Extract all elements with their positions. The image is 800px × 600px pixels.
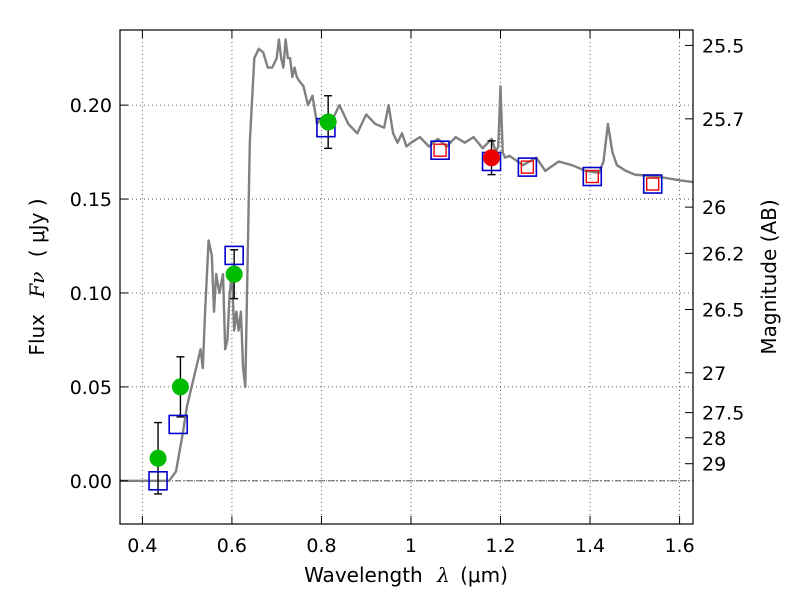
y-axis-label-units: ( μJy ) bbox=[25, 198, 49, 257]
circle-marker bbox=[319, 113, 337, 131]
x-tick-label: 0.4 bbox=[127, 535, 157, 557]
tick-labels: 0.4 0.6 0.8 1 1.2 1.4 1.6 0.00 0.05 0.10 0.15 0.20 2… bbox=[70, 35, 745, 557]
circle-marker bbox=[171, 378, 189, 396]
y2-tick-label: 27 bbox=[702, 363, 726, 385]
y2-tick-label: 26.5 bbox=[702, 299, 744, 321]
y2-tick-label: 29 bbox=[702, 454, 726, 476]
markers bbox=[148, 113, 663, 491]
x-axis-label: Wavelength λ (μm) bbox=[304, 563, 508, 587]
x-tick-label: 1 bbox=[405, 535, 417, 557]
upper-limit-marker bbox=[433, 143, 447, 157]
right-axis-label: Magnitude (AB) bbox=[757, 199, 781, 354]
y-tick-label: 0.00 bbox=[70, 471, 112, 493]
y2-tick-label: 26 bbox=[702, 197, 726, 219]
x-tick-label: 1.2 bbox=[485, 535, 515, 557]
x-tick-label: 1.6 bbox=[664, 535, 694, 557]
y2-tick-label: 25.5 bbox=[702, 35, 744, 57]
x-axis-label-units: (μm) bbox=[460, 563, 508, 587]
upper-limit-marker bbox=[585, 169, 599, 184]
open-square-marker bbox=[430, 140, 450, 161]
y2-tick-label: 26.2 bbox=[702, 243, 744, 265]
x-tick-label: 1.4 bbox=[575, 535, 605, 557]
upper-limit-marker bbox=[646, 177, 660, 191]
y-tick-label: 0.10 bbox=[70, 283, 112, 305]
plot-frame bbox=[119, 29, 694, 525]
upper-limit-marker bbox=[520, 160, 535, 174]
x-tick-label: 0.6 bbox=[217, 535, 247, 557]
y-axis-label-text: Flux bbox=[25, 314, 49, 356]
x-axis-label-text: Wavelength bbox=[304, 563, 423, 587]
open-square-marker bbox=[148, 470, 168, 491]
model-spectrum-line bbox=[120, 38, 694, 482]
open-square-marker bbox=[168, 414, 188, 435]
y-tick-label: 0.15 bbox=[70, 189, 112, 211]
model-spectrum bbox=[120, 38, 694, 482]
x-axis-label-symbol: λ bbox=[436, 563, 450, 587]
y-tick-label: 0.20 bbox=[70, 95, 112, 117]
x-tick-label: 0.8 bbox=[306, 535, 336, 557]
ticks bbox=[120, 30, 693, 524]
y2-tick-label: 27.5 bbox=[702, 403, 744, 425]
y-tick-label: 0.05 bbox=[70, 377, 112, 399]
open-square-marker bbox=[582, 166, 603, 187]
y-axis-label-symbol: Fν bbox=[25, 272, 49, 299]
circle-marker bbox=[225, 265, 243, 283]
y2-tick-label: 25.7 bbox=[702, 109, 744, 131]
open-square-marker bbox=[224, 245, 244, 266]
open-square-marker bbox=[517, 157, 538, 177]
open-square-marker bbox=[642, 174, 663, 194]
circle-marker bbox=[483, 149, 501, 167]
y-axis-label: Flux Fν ( μJy ) bbox=[25, 198, 49, 355]
y2-tick-label: 28 bbox=[702, 428, 726, 450]
circle-marker bbox=[149, 449, 167, 467]
